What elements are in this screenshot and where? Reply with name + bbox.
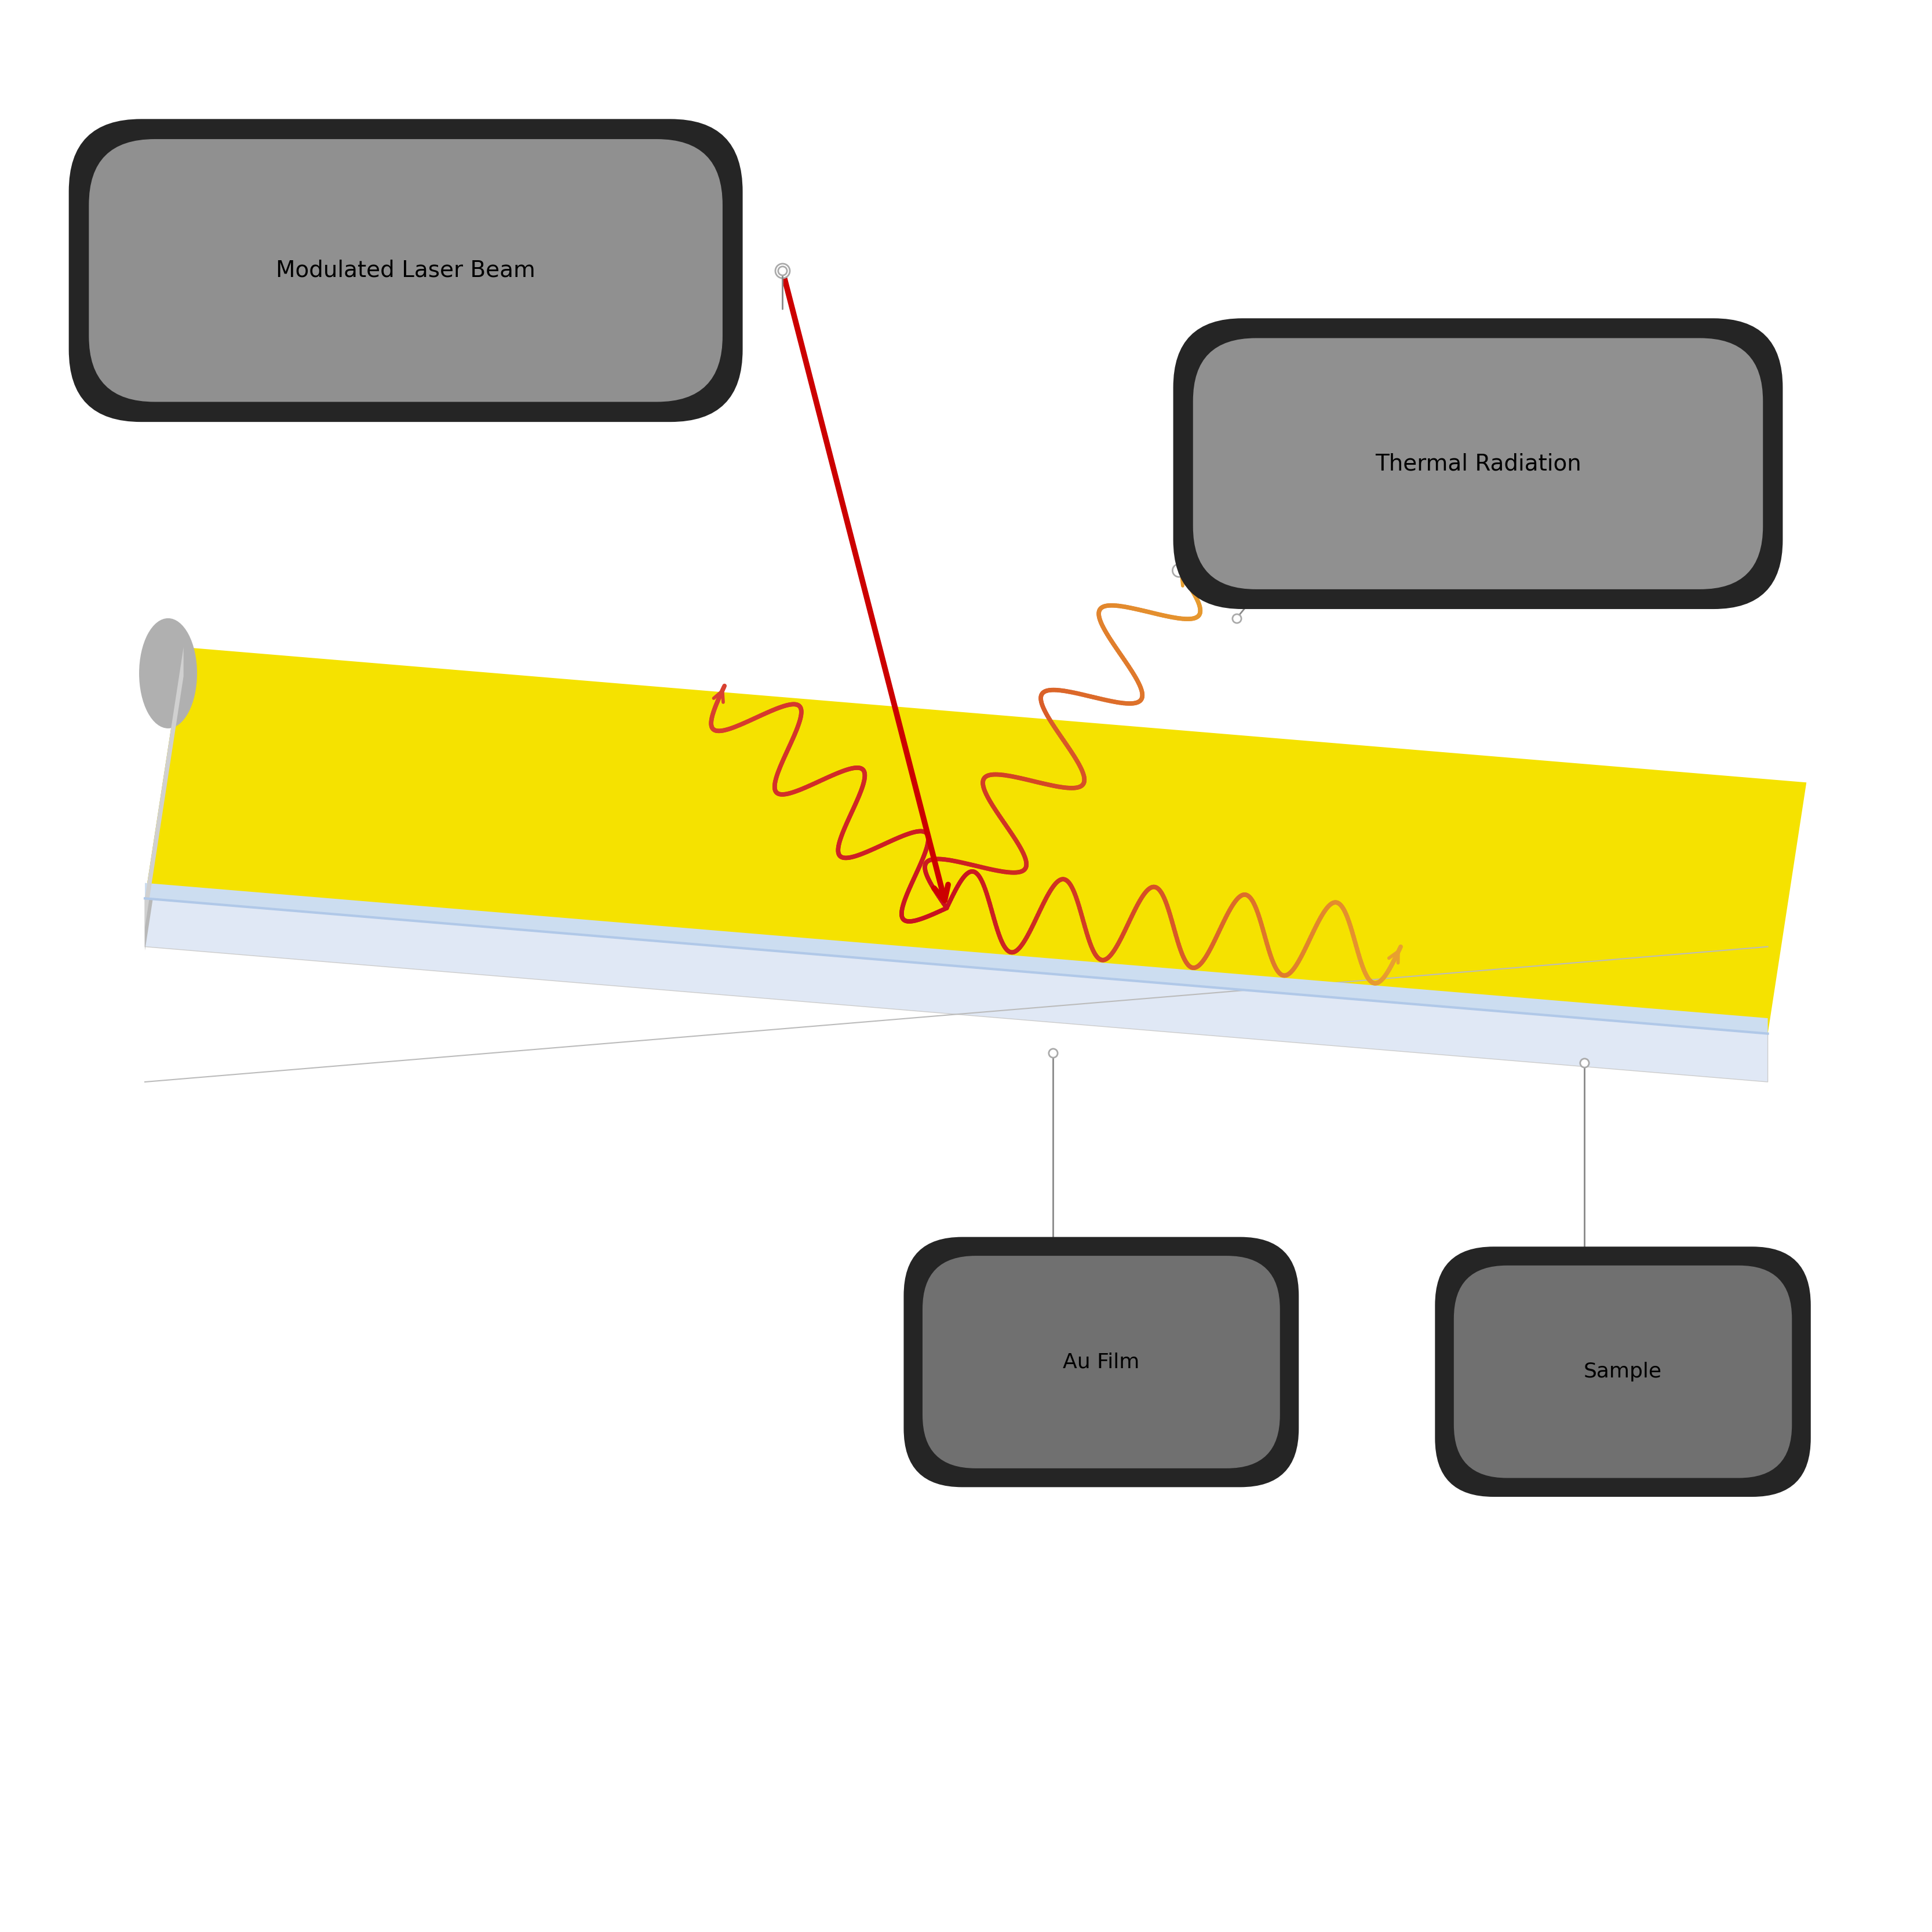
Text: Thermal Radiation: Thermal Radiation: [1376, 452, 1580, 475]
Polygon shape: [145, 898, 1768, 1082]
FancyBboxPatch shape: [70, 120, 742, 421]
Polygon shape: [145, 647, 184, 951]
FancyBboxPatch shape: [1435, 1246, 1810, 1497]
Text: Sample: Sample: [1584, 1362, 1662, 1381]
FancyBboxPatch shape: [1194, 338, 1764, 589]
Polygon shape: [145, 647, 1806, 1034]
FancyBboxPatch shape: [922, 1256, 1279, 1468]
Polygon shape: [145, 883, 1768, 1034]
FancyBboxPatch shape: [1173, 319, 1783, 609]
FancyBboxPatch shape: [904, 1236, 1298, 1488]
Text: Modulated Laser Beam: Modulated Laser Beam: [276, 259, 535, 282]
FancyBboxPatch shape: [1455, 1265, 1793, 1478]
Ellipse shape: [139, 618, 197, 728]
Polygon shape: [145, 647, 184, 927]
FancyBboxPatch shape: [89, 139, 723, 402]
Text: Au Film: Au Film: [1063, 1352, 1140, 1372]
